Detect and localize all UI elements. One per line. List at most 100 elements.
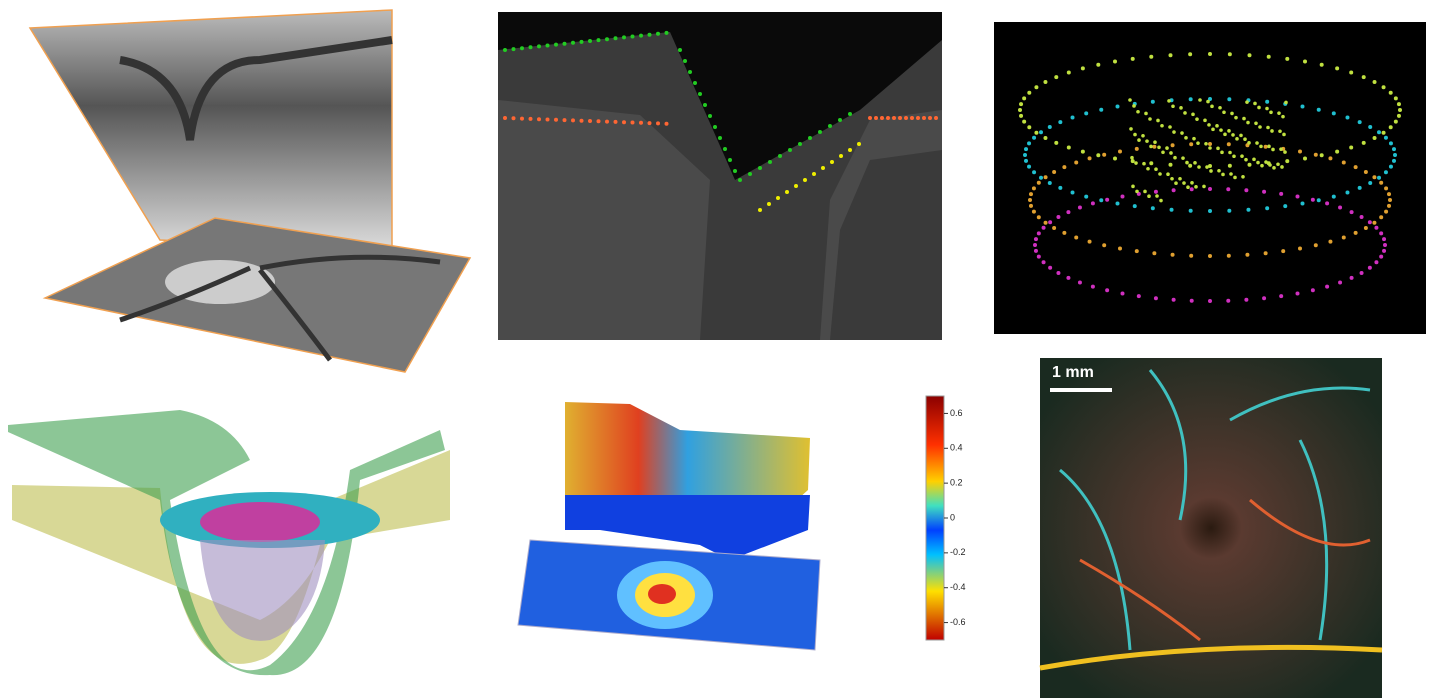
point — [1070, 190, 1075, 195]
point — [1137, 138, 1141, 142]
point — [1142, 161, 1146, 166]
point — [1203, 118, 1207, 123]
point — [1367, 220, 1372, 225]
point — [1279, 191, 1284, 196]
point — [503, 48, 507, 52]
point — [1058, 120, 1063, 125]
point — [1361, 75, 1366, 80]
point — [880, 116, 884, 120]
point — [1152, 251, 1157, 256]
point — [934, 116, 938, 120]
point — [1359, 215, 1364, 219]
point — [1227, 52, 1232, 57]
point — [1349, 70, 1354, 75]
point — [1234, 115, 1238, 120]
point — [1268, 163, 1272, 167]
point — [1331, 194, 1336, 199]
point — [1019, 113, 1024, 118]
point — [1027, 141, 1032, 146]
point — [693, 81, 697, 85]
point — [1134, 161, 1138, 165]
point — [1282, 132, 1286, 137]
point — [1146, 166, 1150, 171]
point — [1033, 243, 1037, 247]
point — [1221, 172, 1225, 177]
point — [1218, 105, 1222, 110]
point — [1022, 96, 1027, 101]
point — [1279, 147, 1283, 151]
point — [579, 118, 584, 123]
surface-panel — [8, 410, 450, 676]
point — [1048, 265, 1053, 270]
point — [1398, 108, 1402, 112]
point — [1156, 118, 1160, 123]
vessel — [1039, 644, 1383, 671]
point — [1316, 107, 1321, 112]
point — [1208, 209, 1212, 213]
point — [733, 169, 737, 173]
point — [1136, 109, 1140, 114]
point — [1043, 220, 1048, 225]
oct-volume-panel — [28, 9, 472, 373]
point — [1216, 146, 1220, 151]
point — [1265, 99, 1270, 104]
point — [1080, 66, 1085, 71]
point — [1158, 172, 1162, 176]
point — [1313, 152, 1318, 157]
point — [1393, 153, 1397, 157]
point — [767, 202, 771, 206]
point — [664, 30, 669, 35]
point — [562, 41, 567, 46]
point — [1227, 97, 1232, 102]
point — [1102, 152, 1107, 157]
point — [1161, 150, 1165, 155]
point — [1300, 201, 1305, 206]
point — [1226, 253, 1231, 258]
point — [838, 118, 842, 122]
point — [1171, 188, 1176, 193]
point — [778, 154, 782, 158]
point — [1077, 205, 1082, 210]
point — [537, 44, 541, 49]
point — [1372, 136, 1377, 140]
point — [1208, 187, 1212, 191]
point — [788, 148, 792, 152]
point — [1388, 164, 1393, 169]
point — [1170, 143, 1175, 148]
point — [1388, 125, 1393, 130]
point — [1283, 150, 1287, 154]
point — [1283, 204, 1288, 209]
point — [1084, 111, 1089, 116]
point — [1222, 110, 1226, 115]
angio-panel: 1 mm — [1039, 358, 1383, 698]
point — [1263, 251, 1268, 256]
point — [1036, 254, 1041, 259]
point — [1215, 124, 1219, 128]
point — [1168, 162, 1173, 167]
point — [1024, 147, 1029, 152]
point — [1379, 180, 1384, 185]
point — [1228, 150, 1232, 155]
point — [554, 117, 558, 122]
point — [1269, 110, 1273, 115]
point — [1256, 160, 1260, 165]
point — [1372, 220, 1377, 225]
point — [1349, 275, 1354, 280]
point — [1391, 158, 1396, 163]
point — [1377, 130, 1382, 135]
point — [1167, 99, 1171, 103]
point — [1211, 127, 1215, 132]
point — [1208, 142, 1212, 146]
colorbar-ticks: 0.6 0.4 0.2 0 -0.2 -0.4 -0.6 — [944, 408, 966, 627]
ring-inner — [648, 584, 676, 604]
point — [1244, 297, 1249, 302]
point — [1208, 146, 1212, 150]
colorbar-tick-label: -0.6 — [950, 617, 966, 627]
point — [1220, 150, 1224, 155]
point — [1383, 135, 1388, 140]
point — [1208, 164, 1212, 168]
point — [1271, 147, 1275, 152]
point — [904, 116, 908, 120]
point — [1247, 141, 1251, 145]
